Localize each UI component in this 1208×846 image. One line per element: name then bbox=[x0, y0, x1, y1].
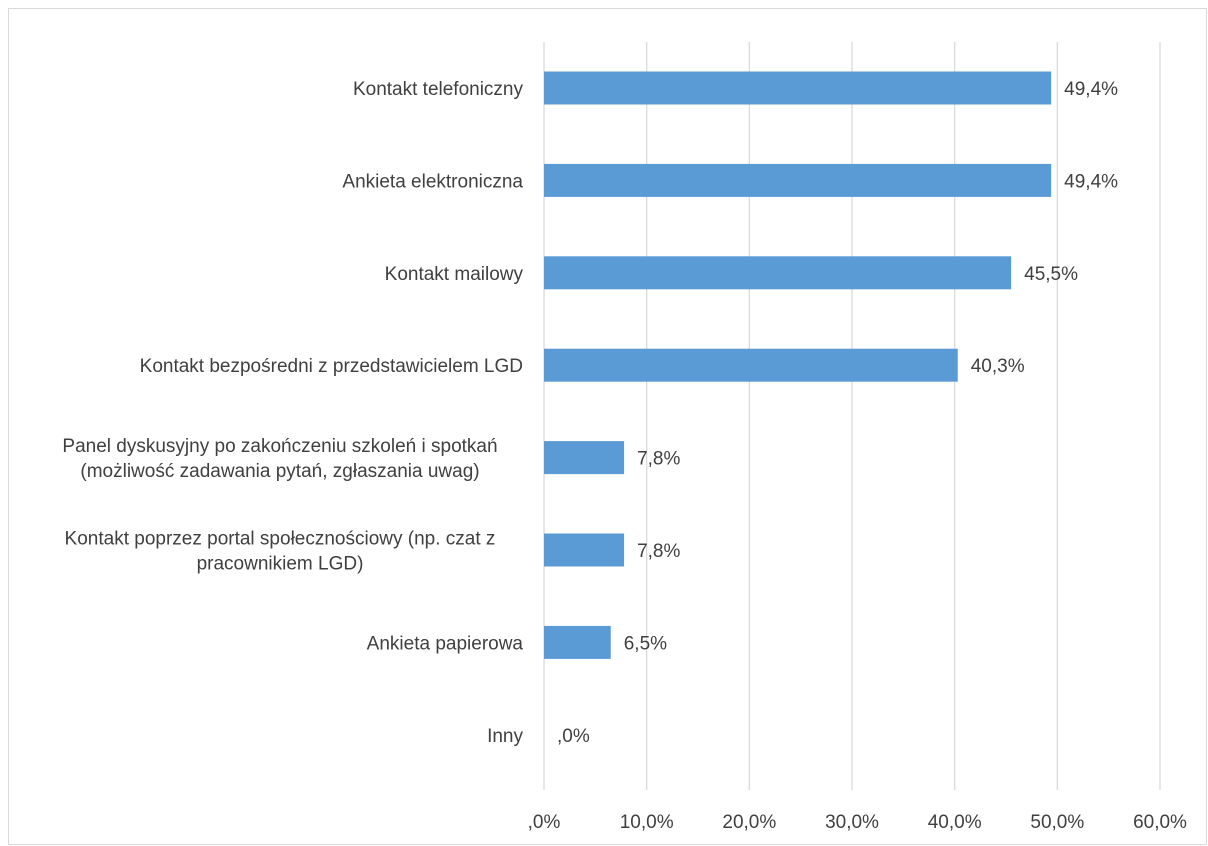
x-tick-label: 40,0% bbox=[928, 812, 982, 833]
category-label: Ankieta elektroniczna bbox=[342, 171, 523, 192]
data-label: 49,4% bbox=[1064, 171, 1118, 192]
category-label: Kontakt bezpośredni z przedstawicielem L… bbox=[140, 356, 523, 377]
category-label-line: Kontakt bezpośredni z przedstawicielem L… bbox=[140, 356, 523, 377]
x-tick-label: 20,0% bbox=[722, 812, 776, 833]
data-label: 7,8% bbox=[637, 449, 680, 470]
chart-frame bbox=[8, 8, 1207, 845]
data-label: 40,3% bbox=[971, 356, 1025, 377]
x-tick-label: 60,0% bbox=[1133, 812, 1187, 833]
bar bbox=[544, 71, 1052, 105]
category-label-line: Kontakt telefoniczny bbox=[353, 79, 524, 100]
x-tick-label: 50,0% bbox=[1030, 812, 1084, 833]
bar bbox=[544, 441, 625, 475]
data-label: ,0% bbox=[557, 726, 590, 747]
category-label-line: Ankieta elektroniczna bbox=[342, 171, 523, 192]
category-labels: Kontakt telefoniczny Ankieta elektroniczn… bbox=[62, 79, 523, 747]
data-label: 49,4% bbox=[1064, 79, 1118, 100]
x-axis-tick-labels: ,0% 10,0% 20,0% 30,0% 40,0% 50,0% 60,0% bbox=[528, 812, 1187, 833]
category-label: Kontakt poprzez portal społecznościowy (… bbox=[65, 529, 496, 575]
data-label: 45,5% bbox=[1024, 264, 1078, 285]
category-label-line: Ankieta papierowa bbox=[367, 633, 524, 654]
x-tick-label: ,0% bbox=[528, 812, 561, 833]
value-labels: 49,4% 49,4% 45,5% 40,3% 7,8% 7,8% 6,5% ,0% bbox=[557, 79, 1118, 747]
category-label-line: (możliwość zadawania pytań, zgłaszania u… bbox=[80, 461, 479, 482]
category-label-line: Inny bbox=[487, 726, 523, 747]
bar bbox=[544, 256, 1012, 290]
category-label-line: Kontakt poprzez portal społecznościowy (… bbox=[65, 529, 496, 550]
x-tick-label: 30,0% bbox=[825, 812, 879, 833]
category-label-line: Panel dyskusyjny po zakończeniu szkoleń … bbox=[62, 436, 497, 457]
category-label: Kontakt mailowy bbox=[385, 264, 524, 285]
gridlines bbox=[543, 42, 1161, 790]
bar bbox=[544, 163, 1052, 197]
bars bbox=[544, 71, 1052, 659]
bar bbox=[544, 348, 958, 382]
bar bbox=[544, 533, 625, 567]
x-tick-label: 10,0% bbox=[620, 812, 674, 833]
category-label: Kontakt telefoniczny bbox=[353, 79, 524, 100]
category-label-line: Kontakt mailowy bbox=[385, 264, 524, 285]
category-label: Panel dyskusyjny po zakończeniu szkoleń … bbox=[62, 436, 497, 482]
category-label: Ankieta papierowa bbox=[367, 633, 524, 654]
data-label: 7,8% bbox=[637, 541, 680, 562]
bar bbox=[544, 625, 611, 659]
data-label: 6,5% bbox=[624, 633, 667, 654]
category-label: Inny bbox=[487, 726, 523, 747]
category-label-line: pracownikiem LGD) bbox=[197, 554, 364, 575]
